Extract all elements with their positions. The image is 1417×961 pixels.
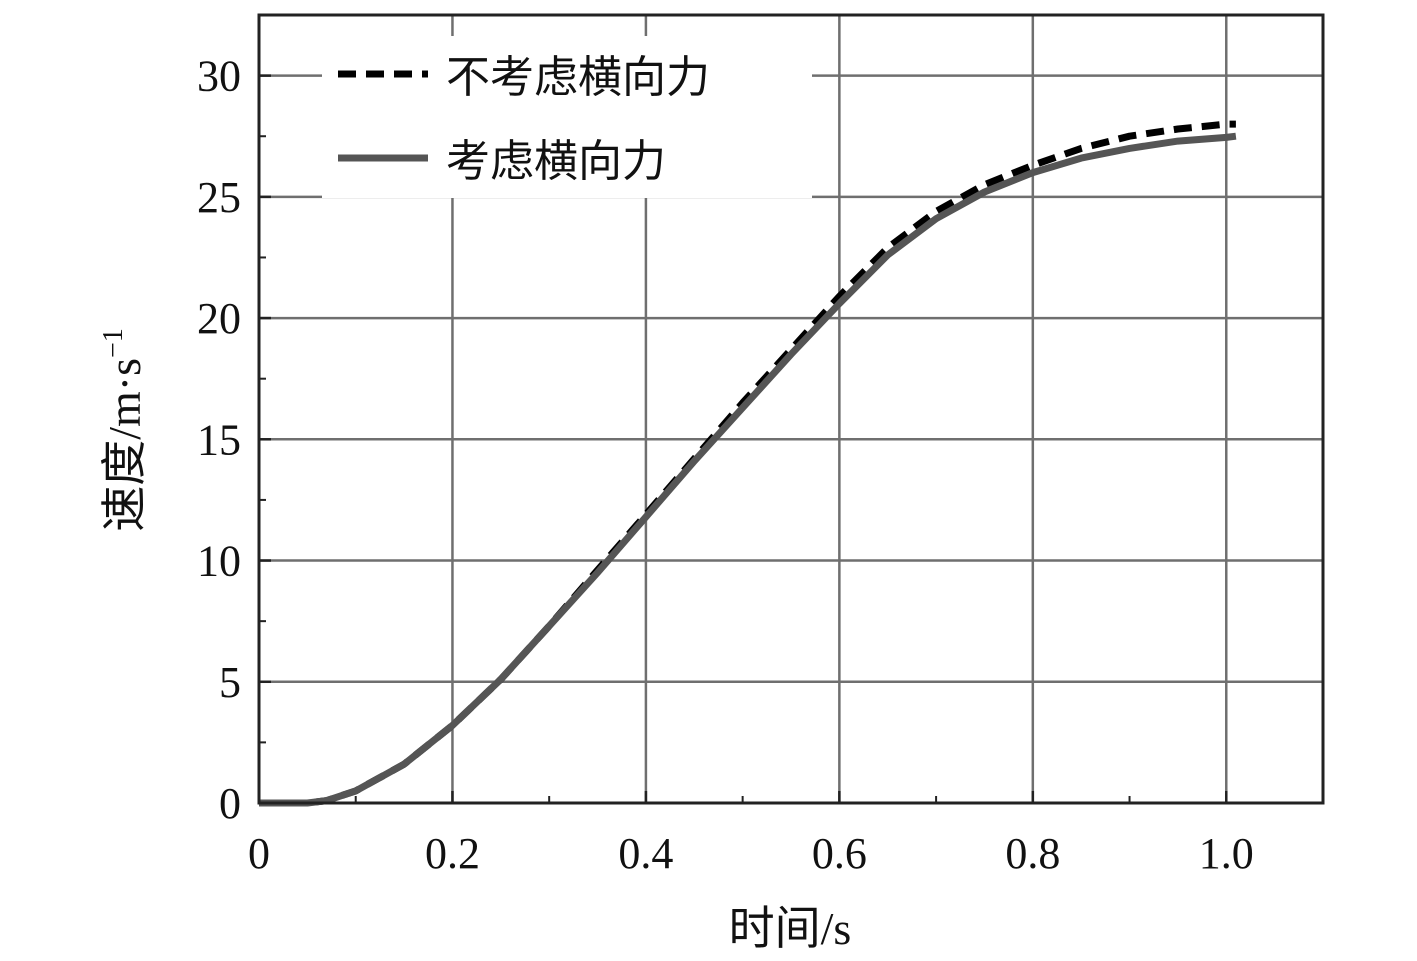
plot-frame (257, 13, 1325, 805)
y-tick-label-3: 15 (197, 415, 241, 464)
x-axis-label: 时间/s (729, 903, 852, 954)
y-axis-label: 速度/m·s−1 (98, 328, 150, 532)
x-tick-label-4: 0.8 (1005, 829, 1060, 878)
x-tick-label-0: 0 (248, 829, 270, 878)
y-tick-label-0: 0 (219, 779, 241, 828)
axis-ticks (257, 14, 1228, 805)
y-axis-label-group: 速度/m·s−1 (98, 328, 150, 532)
x-tick-label-1: 0.2 (425, 829, 480, 878)
legend-background (322, 36, 812, 198)
series-line-1 (259, 120, 1236, 807)
tick-labels: 0 0.2 0.4 0.6 0.8 1.0 0 5 10 15 20 25 30 (197, 52, 1254, 878)
y-tick-label-1: 5 (219, 658, 241, 707)
y-axis-label-main: 速度/m·s (99, 358, 150, 532)
y-tick-label-2: 10 (197, 537, 241, 586)
x-tick-label-3: 0.6 (812, 829, 867, 878)
legend-label-series-2: 考虑横向力 (446, 136, 666, 187)
series-line-2 (259, 132, 1237, 807)
y-tick-label-6: 30 (197, 52, 241, 101)
x-tick-label-5: 1.0 (1199, 829, 1254, 878)
y-tick-label-5: 25 (197, 173, 241, 222)
plot-border (257, 13, 1325, 805)
legend: 不考虑横向力 考虑横向力 (322, 36, 812, 198)
y-tick-label-4: 20 (197, 294, 241, 343)
legend-label-series-1: 不考虑横向力 (446, 52, 710, 103)
y-axis-label-sup: −1 (98, 328, 129, 358)
data-series (259, 120, 1237, 807)
x-tick-label-2: 0.4 (618, 829, 673, 878)
